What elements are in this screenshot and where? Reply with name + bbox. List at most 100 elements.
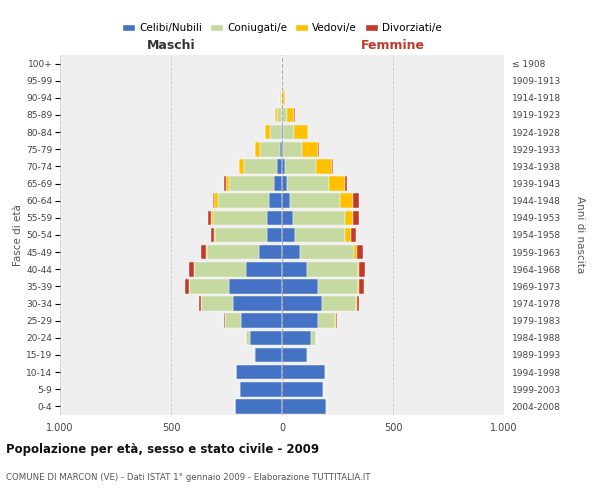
Bar (282, 314, 318, 328)
Text: Maschi: Maschi (146, 38, 196, 52)
Bar (269, 194, 282, 208)
Bar (282, 245, 300, 260)
Bar (282, 125, 283, 140)
Bar (316, 159, 332, 174)
Bar (323, 382, 324, 396)
Bar (240, 382, 282, 396)
Bar (267, 210, 282, 225)
Bar (199, 296, 201, 311)
Bar (280, 142, 282, 156)
Bar (293, 210, 346, 225)
Bar (281, 90, 282, 105)
Bar (295, 228, 346, 242)
Bar (283, 108, 287, 122)
Bar (307, 348, 308, 362)
Bar (282, 296, 322, 311)
Bar (287, 108, 295, 122)
Bar (346, 210, 353, 225)
Bar (229, 279, 282, 293)
Bar (265, 125, 270, 140)
Bar (236, 365, 282, 380)
Bar (336, 314, 337, 328)
Bar (206, 245, 259, 260)
Bar (201, 296, 233, 311)
Bar (294, 125, 308, 140)
Bar (250, 330, 282, 345)
Bar (212, 194, 214, 208)
Bar (215, 228, 267, 242)
Bar (326, 399, 327, 413)
Bar (282, 348, 307, 362)
Bar (329, 176, 344, 191)
Bar (224, 314, 225, 328)
Bar (287, 176, 329, 191)
Bar (235, 399, 282, 413)
Bar (282, 365, 325, 380)
Bar (201, 245, 206, 260)
Bar (332, 159, 333, 174)
Bar (189, 262, 194, 276)
Bar (233, 296, 282, 311)
Bar (282, 330, 311, 345)
Bar (344, 176, 347, 191)
Bar (282, 382, 323, 396)
Bar (224, 176, 226, 191)
Bar (241, 314, 282, 328)
Bar (239, 159, 244, 174)
Bar (318, 314, 335, 328)
Bar (189, 279, 229, 293)
Bar (247, 330, 250, 345)
Bar (282, 399, 326, 413)
Bar (275, 108, 277, 122)
Bar (229, 176, 274, 191)
Bar (225, 314, 241, 328)
Bar (318, 279, 358, 293)
Bar (185, 279, 188, 293)
Legend: Celibi/Nubili, Coniugati/e, Vedovi/e, Divorziati/e: Celibi/Nubili, Coniugati/e, Vedovi/e, Di… (118, 19, 446, 37)
Bar (282, 194, 290, 208)
Y-axis label: Anni di nascita: Anni di nascita (575, 196, 585, 274)
Bar (311, 330, 316, 345)
Bar (283, 125, 294, 140)
Bar (277, 159, 282, 174)
Bar (282, 279, 318, 293)
Text: Femmine: Femmine (361, 38, 425, 52)
Bar (281, 125, 282, 140)
Bar (322, 296, 356, 311)
Y-axis label: Fasce di età: Fasce di età (13, 204, 23, 266)
Bar (351, 228, 356, 242)
Bar (359, 279, 364, 293)
Bar (325, 365, 326, 380)
Bar (260, 142, 280, 156)
Bar (282, 262, 307, 276)
Bar (282, 176, 287, 191)
Bar (283, 90, 285, 105)
Bar (226, 176, 229, 191)
Bar (357, 245, 363, 260)
Bar (211, 228, 214, 242)
Bar (359, 262, 365, 276)
Bar (346, 228, 351, 242)
Bar (358, 279, 359, 293)
Bar (282, 159, 284, 174)
Bar (282, 210, 293, 225)
Bar (283, 142, 302, 156)
Bar (218, 194, 269, 208)
Bar (282, 142, 283, 156)
Bar (256, 348, 282, 362)
Text: Popolazione per età, sesso e stato civile - 2009: Popolazione per età, sesso e stato civil… (6, 442, 319, 456)
Bar (282, 90, 283, 105)
Bar (340, 194, 353, 208)
Bar (356, 296, 359, 311)
Bar (284, 159, 316, 174)
Text: COMUNE DI MARCON (VE) - Dati ISTAT 1° gennaio 2009 - Elaborazione TUTTITALIA.IT: COMUNE DI MARCON (VE) - Dati ISTAT 1° ge… (6, 472, 371, 482)
Bar (353, 210, 359, 225)
Bar (358, 262, 359, 276)
Bar (259, 245, 282, 260)
Bar (254, 348, 256, 362)
Bar (267, 228, 282, 242)
Bar (256, 142, 260, 156)
Bar (213, 210, 267, 225)
Bar (290, 194, 340, 208)
Bar (214, 194, 218, 208)
